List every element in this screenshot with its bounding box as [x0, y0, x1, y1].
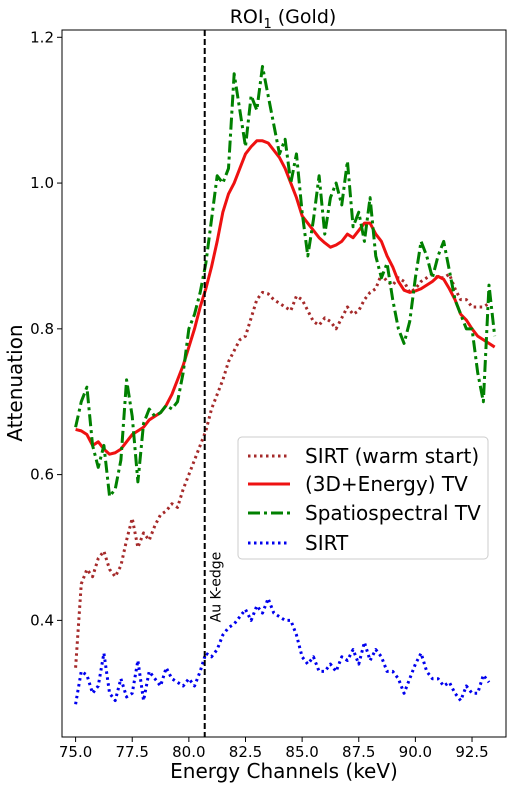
y-tick-label: 0.4 [30, 611, 54, 629]
legend: SIRT (warm start) (3D+Energy) TV Spatiospe… [237, 436, 489, 560]
chart-title-main: ROI [230, 6, 264, 28]
x-tick-label: 87.5 [342, 743, 375, 761]
chart-title: ROI1 (Gold) [230, 6, 337, 32]
y-tick-label: 1.0 [30, 174, 54, 192]
y-tick-label: 0.8 [30, 320, 54, 338]
x-axis-label: Energy Channels (keV) [170, 759, 398, 783]
x-tick-label: 77.5 [116, 743, 149, 761]
chart-title-rest: (Gold) [272, 6, 337, 28]
y-axis-label: Attenuation [3, 324, 27, 441]
legend-label-0: SIRT (warm start) [305, 444, 479, 468]
x-tick-label: 85.0 [285, 743, 318, 761]
y-tick-label: 0.6 [30, 466, 54, 484]
y-tick-label: 1.2 [30, 28, 54, 46]
ticks-layer: 75.0 77.5 80.0 82.5 85.0 87.5 90.0 92.5 0.4 0.6 0.… [30, 28, 489, 761]
legend-items: SIRT (warm start) (3D+Energy) TV Spatiospe… [248, 444, 481, 555]
legend-label-3: SIRT [305, 531, 349, 555]
legend-label-2: Spatiospectral TV [305, 501, 481, 525]
x-tick-label: 80.0 [172, 743, 205, 761]
x-tick-label: 82.5 [229, 743, 262, 761]
au-k-edge-label: Au K-edge [209, 552, 225, 623]
x-tick-label: 75.0 [59, 743, 92, 761]
series-line-1 [75, 139, 496, 456]
series-line-0 [74, 272, 490, 668]
series-line-3 [74, 597, 491, 705]
vline-layer: Au K-edge [203, 30, 225, 737]
plot-area [61, 29, 507, 738]
legend-box [237, 436, 489, 560]
series-line-2 [74, 64, 497, 498]
series-layer [74, 64, 497, 705]
chart-title-sub: 1 [263, 17, 271, 32]
x-tick-label: 92.5 [455, 743, 488, 761]
legend-label-1: (3D+Energy) TV [305, 472, 468, 496]
x-tick-label: 90.0 [399, 743, 432, 761]
